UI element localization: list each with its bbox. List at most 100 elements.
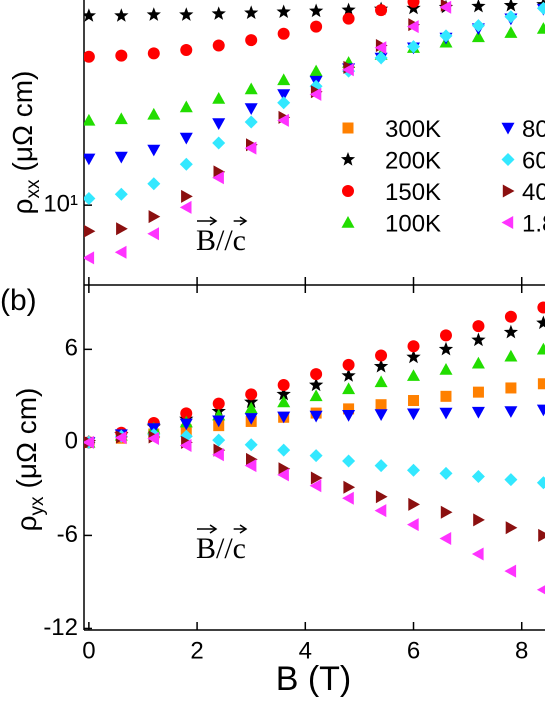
marker — [438, 341, 454, 356]
marker — [212, 39, 225, 52]
marker — [277, 395, 291, 408]
marker — [310, 471, 323, 485]
marker — [374, 504, 387, 518]
plot-area — [84, 301, 545, 595]
marker — [439, 363, 453, 375]
marker — [212, 136, 226, 150]
marker — [84, 8, 96, 22]
marker — [114, 431, 127, 445]
marker — [341, 2, 356, 17]
marker — [84, 251, 95, 265]
marker — [244, 103, 258, 115]
legend-label: 80 — [522, 116, 545, 143]
marker — [439, 0, 452, 14]
y-tick-label: -12 — [43, 614, 78, 641]
marker — [309, 449, 323, 463]
marker — [244, 459, 257, 473]
y-axis-label: ρyx (μΩ cm) — [11, 388, 48, 532]
marker — [471, 406, 485, 419]
annotation: B//c — [196, 224, 246, 257]
marker — [277, 113, 289, 127]
marker — [439, 532, 452, 545]
y-label-sub: xx — [23, 179, 44, 199]
marker — [114, 187, 128, 201]
marker — [374, 459, 388, 473]
marker — [471, 0, 486, 13]
marker — [147, 177, 161, 191]
marker — [439, 329, 452, 342]
marker — [277, 379, 290, 392]
marker — [501, 122, 515, 135]
marker — [179, 200, 192, 214]
marker — [114, 151, 128, 164]
marker — [440, 505, 453, 519]
y-axis-label-text: ρyx (μΩ cm) — [11, 388, 48, 532]
marker — [276, 386, 291, 401]
legend-label: 1.8 — [522, 211, 545, 238]
marker — [179, 157, 193, 171]
y-tick-label: 6 — [65, 335, 78, 362]
marker — [277, 468, 289, 482]
marker — [407, 40, 420, 54]
x-tick-label: 6 — [407, 637, 420, 664]
marker — [504, 310, 517, 323]
marker — [471, 332, 486, 347]
vector-arrow-head — [239, 524, 248, 534]
marker — [472, 320, 485, 333]
marker — [181, 189, 193, 203]
marker — [244, 413, 258, 425]
marker — [440, 390, 452, 402]
legend-label: 60 — [522, 148, 545, 175]
vector-arrow-head — [209, 524, 218, 534]
legend-label: 40 — [522, 179, 545, 206]
marker — [407, 463, 420, 477]
marker — [309, 389, 323, 402]
legend-label: 200K — [385, 148, 441, 175]
marker — [84, 113, 96, 126]
marker — [342, 382, 356, 395]
marker — [503, 0, 518, 12]
marker — [310, 20, 323, 33]
annotation: B//c — [196, 532, 246, 565]
y-label-symbol: ρ — [7, 198, 38, 214]
marker — [309, 64, 323, 77]
marker — [536, 404, 545, 417]
marker — [115, 49, 128, 62]
marker — [342, 122, 354, 134]
marker — [471, 547, 484, 561]
marker — [309, 479, 322, 493]
marker — [277, 443, 291, 457]
marker — [374, 51, 388, 65]
marker — [309, 410, 323, 423]
marker — [504, 406, 518, 418]
marker — [537, 301, 545, 314]
marker — [147, 227, 159, 241]
marker — [473, 513, 485, 527]
marker — [244, 394, 259, 409]
marker — [84, 435, 95, 449]
marker — [276, 4, 291, 18]
marker — [309, 377, 324, 392]
marker — [179, 7, 194, 21]
marker — [407, 518, 419, 532]
marker — [536, 585, 545, 595]
marker — [148, 210, 161, 224]
y-label-sub: yx — [27, 496, 48, 516]
marker — [503, 324, 518, 339]
marker — [245, 388, 258, 401]
marker — [342, 185, 354, 197]
marker — [147, 47, 160, 60]
marker — [244, 115, 258, 129]
marker — [278, 462, 291, 476]
marker — [179, 439, 192, 452]
marker — [212, 433, 226, 447]
marker — [84, 224, 96, 238]
marker — [536, 476, 545, 490]
marker — [472, 386, 484, 398]
marker — [342, 63, 354, 77]
marker — [245, 34, 258, 47]
marker — [212, 448, 224, 462]
marker — [84, 192, 96, 205]
marker — [505, 382, 517, 394]
